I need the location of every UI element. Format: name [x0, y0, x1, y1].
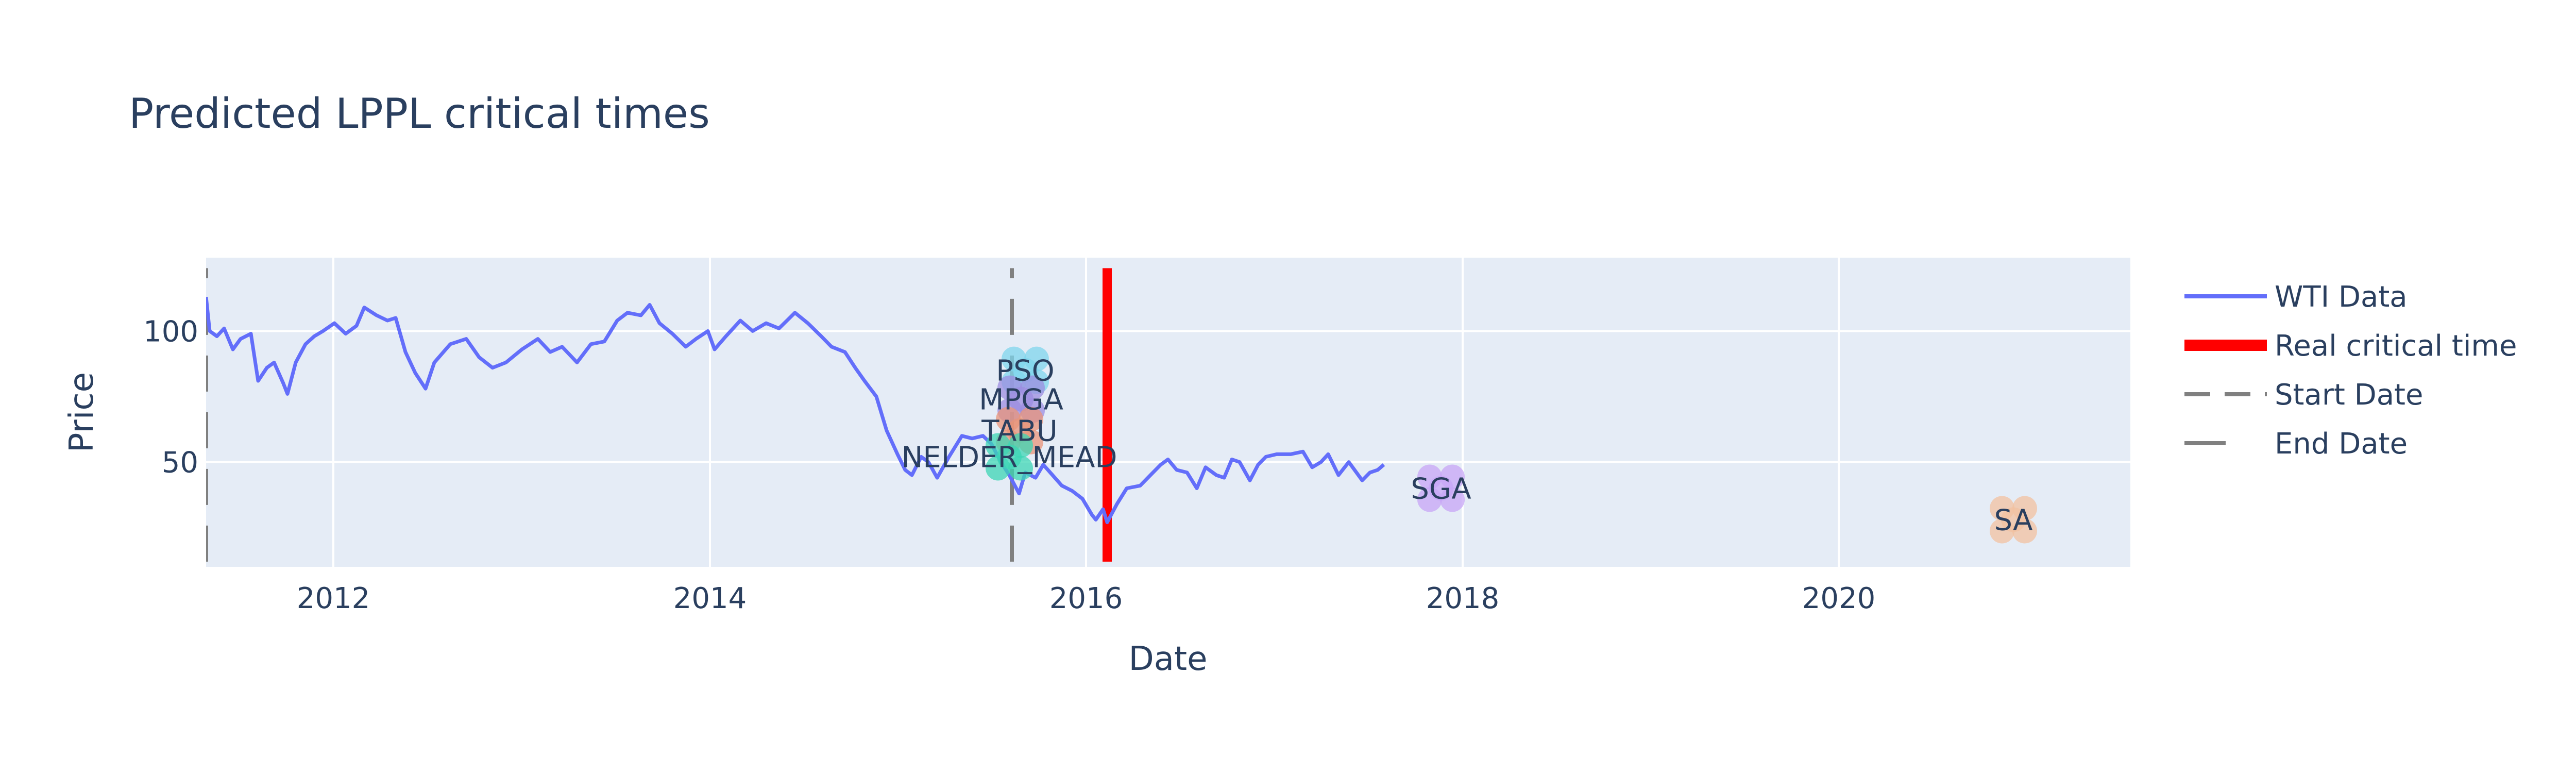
- chart-title: Predicted LPPL critical times: [129, 90, 710, 138]
- series-line-wti-data: [206, 296, 1385, 525]
- prediction-label: SGA: [1411, 472, 1471, 506]
- prediction-label: TABU: [981, 415, 1058, 448]
- legend-item-wti-data[interactable]: WTI Data: [2184, 280, 2408, 314]
- x-tick-label: 2018: [1426, 582, 1500, 615]
- x-tick-label: 2014: [673, 582, 747, 615]
- legend-item-real-critical-time[interactable]: Real critical time: [2184, 329, 2517, 363]
- legend-label: WTI Data: [2275, 280, 2408, 314]
- prediction-label: PSO: [996, 355, 1054, 388]
- prediction-label: SA: [1994, 503, 2033, 537]
- prediction-sga: [1417, 464, 1465, 512]
- prediction-nelder-mead: [986, 433, 1033, 481]
- prediction-pso: [1002, 346, 1049, 394]
- legend-label: Start Date: [2275, 378, 2423, 412]
- y-axis-title: Price: [63, 372, 101, 452]
- y-axis-ticks: 50 100: [143, 315, 198, 479]
- plot-clipped: [206, 268, 2037, 562]
- prediction-label: MPGA: [979, 383, 1063, 417]
- prediction-marker: [1429, 476, 1453, 501]
- legend-item-end-date[interactable]: End Date: [2184, 427, 2408, 461]
- x-tick-label: 2012: [297, 582, 370, 615]
- x-tick-label: 2020: [1802, 582, 1876, 615]
- legend[interactable]: WTI Data Real critical time Start Date End …: [2184, 280, 2517, 461]
- x-axis-title: Date: [1129, 640, 1208, 678]
- y-tick-label: 100: [143, 315, 198, 348]
- prediction-sa: [1990, 496, 2037, 544]
- plot-area: [206, 258, 2130, 567]
- x-axis-ticks: 2012 2014 2016 2018 2020: [297, 582, 1876, 615]
- prediction-marker: [2001, 507, 2026, 532]
- legend-label: Real critical time: [2275, 329, 2517, 363]
- prediction-marker: [997, 444, 1022, 469]
- prediction-marker: [1009, 386, 1033, 412]
- legend-label: End Date: [2275, 427, 2408, 461]
- x-tick-label: 2016: [1049, 582, 1123, 615]
- y-tick-label: 50: [162, 446, 198, 480]
- legend-item-start-date[interactable]: Start Date: [2184, 378, 2423, 412]
- prediction-label: NELDER_MEAD: [901, 441, 1117, 474]
